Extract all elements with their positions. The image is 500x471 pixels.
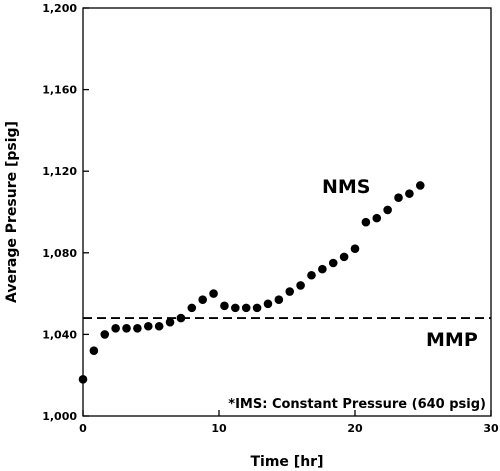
x-axis-ticks: 0 10 20 30 bbox=[79, 410, 499, 435]
nms-data-points bbox=[78, 181, 425, 384]
data-point bbox=[307, 270, 316, 280]
y-tick-label: 1,080 bbox=[42, 247, 77, 260]
data-point bbox=[89, 346, 99, 356]
y-tick-label: 1,200 bbox=[42, 2, 77, 15]
x-tick-label: 0 bbox=[79, 422, 87, 435]
data-point bbox=[111, 323, 120, 333]
x-tick-label: 10 bbox=[211, 422, 227, 435]
y-axis-title: Average Presure [psig] bbox=[4, 121, 20, 303]
data-point bbox=[176, 313, 186, 323]
data-point bbox=[405, 189, 414, 198]
data-point bbox=[328, 258, 338, 268]
data-point bbox=[383, 205, 392, 215]
y-tick-label: 1,000 bbox=[42, 410, 77, 423]
data-point bbox=[372, 213, 382, 223]
data-point bbox=[241, 303, 251, 313]
data-point bbox=[133, 323, 142, 333]
x-tick-label: 30 bbox=[483, 422, 499, 435]
x-axis-title: Time [hr] bbox=[251, 454, 324, 470]
data-point bbox=[296, 281, 305, 290]
data-point bbox=[100, 330, 110, 339]
y-axis-ticks: 1,000 1,040 1,080 1,120 1,160 1,200 bbox=[42, 2, 89, 423]
data-point bbox=[350, 244, 360, 254]
data-point bbox=[231, 303, 240, 313]
data-point bbox=[122, 323, 131, 333]
data-point bbox=[187, 303, 197, 313]
data-point bbox=[209, 289, 218, 298]
ims-footnote: *IMS: Constant Pressure (640 psig) bbox=[228, 397, 486, 412]
data-point bbox=[339, 252, 349, 262]
data-point bbox=[274, 295, 284, 305]
data-point bbox=[165, 317, 175, 327]
data-point bbox=[154, 321, 164, 331]
mmp-reference-label: MMP bbox=[426, 329, 478, 351]
data-point bbox=[78, 374, 88, 384]
data-point bbox=[318, 264, 327, 274]
y-tick-label: 1,160 bbox=[42, 84, 77, 97]
data-point bbox=[361, 217, 371, 227]
nms-series-label: NMS bbox=[322, 176, 371, 198]
data-point bbox=[285, 287, 295, 296]
data-point bbox=[415, 181, 425, 190]
data-point bbox=[252, 303, 262, 313]
data-point bbox=[394, 193, 403, 203]
x-tick-label: 20 bbox=[347, 422, 363, 435]
data-point bbox=[198, 295, 207, 305]
plot-frame bbox=[82, 7, 492, 417]
y-tick-label: 1,040 bbox=[42, 328, 77, 341]
data-point bbox=[143, 321, 153, 331]
data-point bbox=[263, 299, 273, 309]
data-point bbox=[220, 301, 229, 311]
y-tick-label: 1,120 bbox=[42, 165, 77, 178]
